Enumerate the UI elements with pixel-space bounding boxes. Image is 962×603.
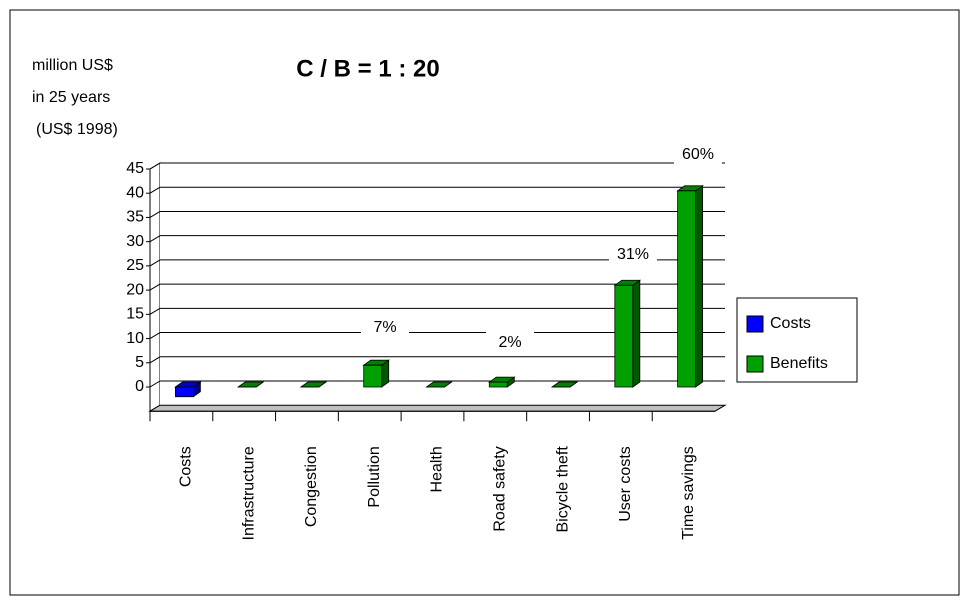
- bar-face: [695, 185, 704, 388]
- legend-label: Costs: [770, 315, 811, 332]
- y-tick-label: 45: [126, 160, 144, 177]
- x-tick-label: Infrastructure: [240, 446, 257, 540]
- annotation: 2%: [498, 334, 521, 351]
- y-tick-label: 30: [126, 233, 144, 250]
- y-tick-label: 40: [126, 184, 144, 201]
- grid-line: [149, 211, 161, 218]
- bar: [236, 381, 265, 388]
- bar-face: [632, 279, 641, 388]
- y-tick-label: 15: [126, 306, 144, 323]
- bar-face: [363, 364, 383, 388]
- grid-line: [149, 186, 161, 194]
- x-tick-label: Pollution: [366, 446, 383, 507]
- bar: [362, 359, 390, 388]
- y-axis-label: (US$ 1998): [36, 121, 118, 138]
- bar: [550, 381, 579, 388]
- legend-swatch: [746, 355, 764, 373]
- y-axis-label: million US$: [32, 57, 113, 74]
- x-tick-label: Time savings: [680, 446, 697, 540]
- y-tick-label: 20: [126, 281, 144, 298]
- grid-line: [149, 356, 161, 364]
- grid-line: [149, 162, 161, 170]
- grid-line: [149, 235, 161, 243]
- bar: [299, 381, 328, 388]
- bar: [613, 279, 642, 388]
- annotation: 7%: [373, 319, 396, 336]
- bar: [174, 381, 202, 398]
- legend-swatch: [746, 315, 764, 333]
- annotation: 31%: [617, 246, 649, 263]
- bar-face: [488, 381, 508, 388]
- x-tick-label: Costs: [178, 446, 195, 487]
- annotation: 60%: [682, 146, 714, 163]
- legend-label: Benefits: [770, 355, 828, 372]
- grid-line: [149, 380, 161, 388]
- bar-face: [174, 386, 194, 398]
- grid-line: [149, 283, 161, 291]
- x-tick-label: Bicycle theft: [554, 446, 571, 533]
- x-tick-label: Health: [429, 446, 446, 492]
- y-tick-label: 5: [135, 354, 144, 371]
- annotation-bg: [609, 244, 657, 266]
- bar: [676, 185, 704, 388]
- x-tick-label: Congestion: [303, 446, 320, 527]
- x-tick-label: Road safety: [491, 446, 508, 531]
- bar-face: [677, 190, 697, 388]
- grid-line: [149, 307, 161, 315]
- annotation-bg: [361, 317, 409, 339]
- grid-line: [149, 259, 161, 267]
- annotation-bg: [486, 332, 534, 354]
- y-tick-label: 0: [135, 378, 144, 395]
- grid-line: [149, 332, 161, 339]
- x-tick-label: User costs: [617, 446, 634, 522]
- bar: [425, 381, 453, 388]
- y-tick-label: 10: [126, 330, 144, 347]
- chart-title: C / B = 1 : 20: [296, 55, 439, 82]
- y-tick-label: 25: [126, 257, 144, 274]
- y-axis-label: in 25 years: [32, 89, 110, 106]
- annotation-bg: [674, 144, 722, 166]
- bar: [488, 376, 516, 388]
- bar-face: [614, 284, 634, 388]
- floor: [148, 404, 727, 412]
- y-tick-label: 35: [126, 209, 144, 226]
